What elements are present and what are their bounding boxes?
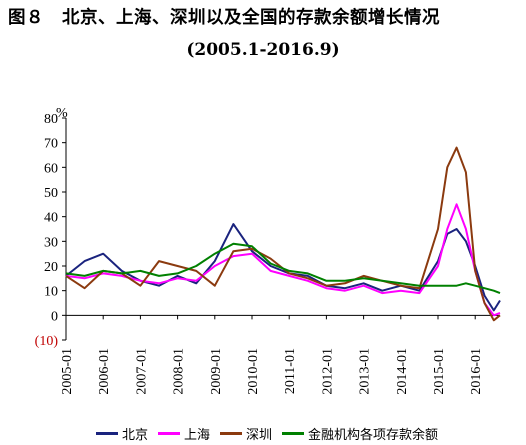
- x-tick-label: 2006-01: [97, 348, 112, 395]
- legend-item: 金融机构各项存款余额: [282, 424, 438, 443]
- legend-swatch: [220, 431, 243, 435]
- x-tick-label: 2009-01: [209, 348, 224, 395]
- y-tick-label: 10: [44, 285, 58, 300]
- legend-label: 深圳: [246, 427, 273, 443]
- x-tick-label: 2010-01: [246, 348, 261, 395]
- series-line: [65, 242, 501, 295]
- legend-label: 北京: [122, 427, 149, 443]
- y-tick-label: 80: [44, 112, 58, 127]
- series-lines: [65, 146, 501, 322]
- legend-label: 上海: [184, 427, 211, 443]
- series-line: [65, 203, 501, 317]
- y-tick-label: 40: [44, 211, 58, 226]
- x-tick-label: 2008-01: [172, 348, 187, 395]
- legend-swatch: [158, 431, 181, 435]
- x-axis: 2005-01 2006-01 2007-01 2008-01 2009-01 2010-…: [60, 314, 500, 395]
- x-tick-label: 2007-01: [134, 348, 149, 395]
- legend-label: 金融机构各项存款余额: [308, 427, 439, 443]
- legend-item: 深圳: [220, 424, 272, 443]
- y-tick-label: 20: [44, 260, 58, 275]
- y-tick-label: 30: [44, 235, 58, 250]
- chart-subtitle: (2005.1-2016.9): [186, 40, 340, 60]
- y-axis-unit: %: [56, 106, 68, 121]
- y-tick-label: 70: [44, 137, 58, 152]
- x-tick-label: 2011-01: [283, 348, 298, 394]
- y-axis: 80 70 60 50 40 30 20 10 0 (10): [35, 112, 67, 349]
- chart-title: 图８ 北京、上海、深圳以及全国的存款余额增长情况: [8, 8, 440, 28]
- series-line: [65, 146, 501, 322]
- x-tick-label: 2016-01: [469, 348, 484, 395]
- legend: 北京 上海 深圳 金融机构各项存款余额: [96, 424, 448, 443]
- y-tick-label: (10): [35, 334, 59, 349]
- legend-swatch: [282, 431, 305, 435]
- legend-swatch: [96, 431, 118, 435]
- legend-item: 北京: [96, 424, 148, 443]
- x-tick-label: 2014-01: [395, 348, 410, 395]
- y-tick-label: 50: [44, 186, 58, 201]
- y-tick-label: 0: [51, 309, 58, 324]
- x-tick-label: 2015-01: [432, 348, 447, 395]
- x-tick-label: 2013-01: [358, 348, 373, 395]
- x-tick-label: 2005-01: [60, 348, 75, 395]
- y-tick-label: 60: [44, 161, 58, 176]
- x-tick-label: 2012-01: [320, 348, 335, 395]
- series-line: [65, 223, 501, 312]
- legend-item: 上海: [158, 424, 210, 443]
